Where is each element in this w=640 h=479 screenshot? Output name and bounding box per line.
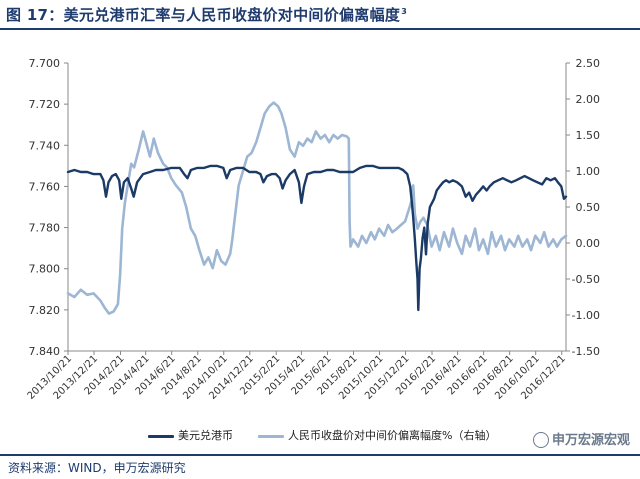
left-tick-label: 7.800 <box>29 263 61 276</box>
wechat-icon <box>532 431 549 448</box>
right-tick-label: -0.50 <box>572 273 600 286</box>
legend-label-cny: 人民币收盘价对中间价偏离幅度%（右轴） <box>288 429 497 442</box>
watermark-text: 申万宏源宏观 <box>551 433 630 448</box>
legend-swatch-hkd <box>148 434 174 438</box>
left-tick-label: 7.840 <box>29 345 61 358</box>
right-tick-label: 1.50 <box>576 129 601 142</box>
left-tick-label: 7.700 <box>29 57 61 70</box>
chart-title: 图 17：美元兑港币汇率与人民币收盘价对中间价偏离幅度3 <box>6 6 408 24</box>
watermark: 申万宏源宏观 <box>532 429 630 449</box>
right-tick-label: 0.50 <box>576 201 601 214</box>
right-tick-label: 2.50 <box>576 57 601 70</box>
left-tick-label: 7.740 <box>29 139 61 152</box>
title-bar: 图 17：美元兑港币汇率与人民币收盘价对中间价偏离幅度3 <box>0 0 640 30</box>
left-tick-label: 7.720 <box>29 98 61 111</box>
right-tick-label: -1.50 <box>572 345 600 358</box>
legend-item-cny: 人民币收盘价对中间价偏离幅度%（右轴） <box>258 427 496 443</box>
right-tick-label: 0.00 <box>576 237 601 250</box>
series-line-cny-deviation <box>66 101 568 315</box>
left-tick-label: 7.760 <box>29 180 61 193</box>
right-tick-label: 1.00 <box>576 165 601 178</box>
chart-area: 7.700 7.720 7.740 7.760 7.780 7.800 7.820 7.840… <box>26 57 601 402</box>
left-tick-label: 7.820 <box>29 304 61 317</box>
legend-swatch-cny <box>258 434 284 438</box>
series-line-hkd <box>66 164 568 312</box>
legend-item-hkd: 美元兑港币 <box>148 427 233 443</box>
left-tick-label: 7.780 <box>29 222 61 235</box>
source-note: 资料来源：WIND，申万宏源研究 <box>8 461 186 475</box>
right-tick-label: 2.00 <box>576 93 601 106</box>
right-tick-label: -1.00 <box>572 309 600 322</box>
title-superscript: 3 <box>401 7 408 16</box>
source-divider <box>0 454 640 456</box>
legend-label-hkd: 美元兑港币 <box>178 429 233 442</box>
